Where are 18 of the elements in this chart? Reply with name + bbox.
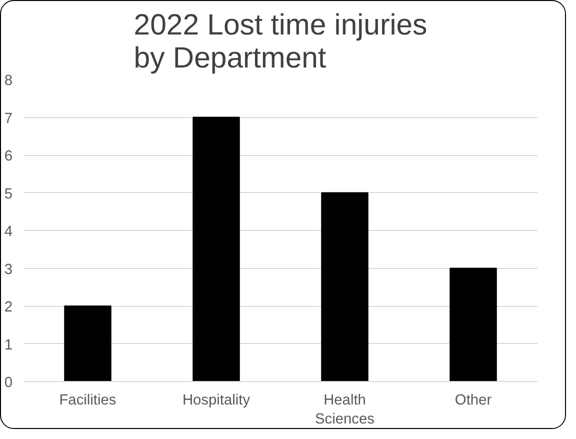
x-tick-label: Other	[454, 392, 492, 408]
x-tick-label: Hospitality	[182, 392, 251, 408]
chart-title: 2022 Lost time injuries by Department	[134, 8, 428, 74]
y-tick-label: 5	[4, 186, 13, 202]
y-tick-label: 1	[4, 337, 13, 354]
y-tick-label: 0	[4, 375, 13, 391]
x-tick-label: Facilities	[59, 392, 116, 408]
y-tick-label: 4	[4, 224, 13, 240]
y-tick-label: 8	[4, 73, 13, 89]
bar	[192, 116, 240, 382]
bar	[321, 192, 368, 382]
bar	[450, 268, 497, 382]
y-tick-label: 3	[4, 262, 13, 278]
y-tick-label: 2	[4, 300, 13, 316]
y-tick-label: 7	[4, 110, 13, 127]
bar	[64, 306, 112, 382]
x-tick-label: Health Sciences	[315, 392, 374, 428]
y-tick-label: 6	[4, 148, 13, 164]
